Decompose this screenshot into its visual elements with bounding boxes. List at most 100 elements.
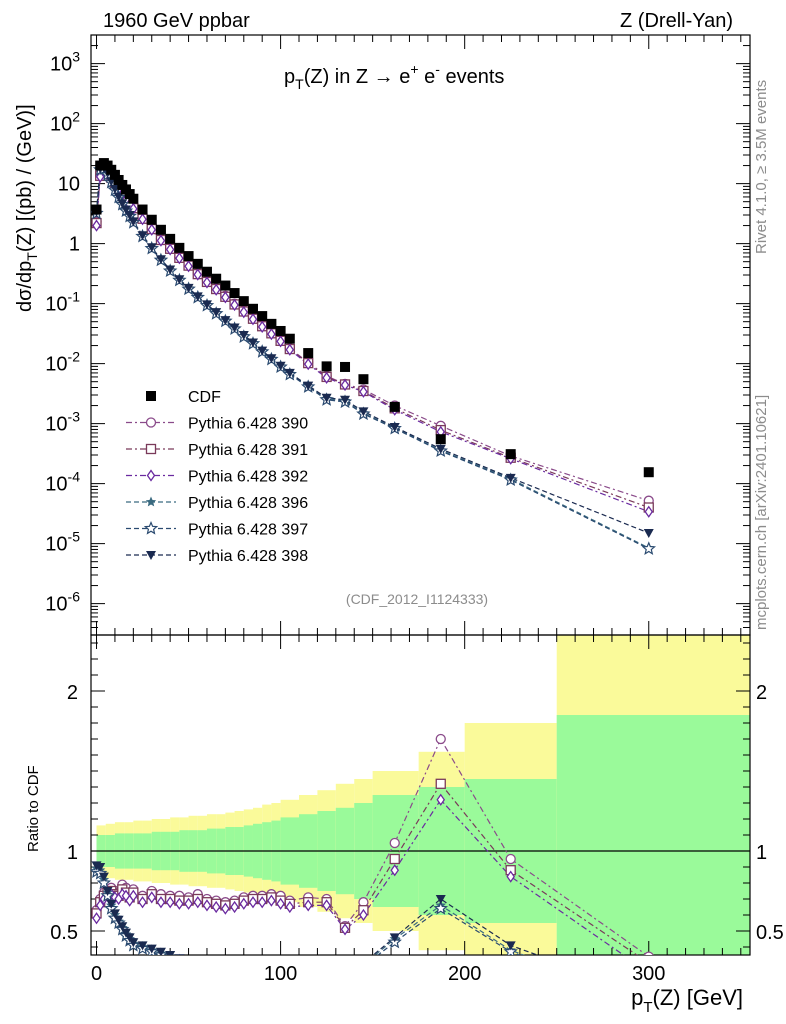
- ratio-point-p398: [435, 895, 446, 904]
- legend-label: Pythia 6.428 396: [188, 495, 308, 512]
- main-y-tick-label: 10-1: [45, 289, 80, 316]
- main-point-p398: [643, 529, 654, 539]
- main-point-p398: [117, 199, 128, 209]
- x-tick-labels: 0 100 200 300: [91, 963, 665, 985]
- legend-marker-p396: [145, 496, 157, 507]
- ratio-point-p396: [358, 959, 369, 969]
- main-point-CDF: [146, 214, 157, 225]
- ratio-point-p397: [238, 963, 249, 974]
- main-plot-series: [91, 158, 657, 555]
- main-point-p398: [284, 368, 295, 378]
- ratio-point-p392: [202, 899, 212, 912]
- x-tick-label: 200: [448, 963, 481, 985]
- ratio-point-p398: [124, 933, 135, 943]
- main-point-CDF: [435, 434, 446, 445]
- main-point-CDF: [321, 361, 332, 372]
- mcplots-credit-text: mcplots.cern.ch [arXiv:2401.10621]: [753, 395, 770, 630]
- main-point-CDF: [389, 401, 400, 412]
- main-point-CDF: [155, 224, 166, 235]
- main-point-CDF: [229, 288, 240, 299]
- ratio-point-p391: [389, 853, 400, 865]
- ratio-point-p392: [211, 900, 221, 914]
- main-point-p392: [267, 328, 276, 341]
- ratio-point-p396: [183, 956, 194, 966]
- ratio-point-p392: [303, 899, 313, 912]
- ratio-point-p397: [192, 959, 203, 970]
- legend-marker-p391: [145, 443, 157, 455]
- main-point-p392: [156, 234, 166, 247]
- main-point-CDF: [358, 374, 369, 385]
- main-point-CDF: [201, 266, 212, 277]
- ratio-point-p392: [92, 912, 101, 925]
- ratio-plot-series: [91, 733, 654, 974]
- ratio-point-p392: [165, 896, 175, 909]
- header-process: Z (Drell-Yan): [620, 10, 733, 32]
- ratio-point-p392: [276, 897, 285, 910]
- main-point-CDF: [238, 296, 249, 307]
- ratio-y-tick-label-right: 2: [756, 682, 767, 704]
- ratio-point-p397: [229, 962, 240, 973]
- main-point-p398: [113, 192, 124, 202]
- ratio-y-tick-label-right: 1: [756, 842, 767, 864]
- main-y-tick-label: 103: [50, 49, 80, 76]
- main-point-CDF: [247, 303, 258, 314]
- ratio-point-p392: [285, 900, 295, 914]
- ratio-point-p398: [184, 956, 194, 965]
- ratio-point-p392: [95, 899, 105, 912]
- ratio-point-p392: [248, 896, 258, 909]
- analysis-id-watermark: (CDF_2012_I1124333): [346, 591, 488, 607]
- legend-label: Pythia 6.428 391: [188, 442, 308, 459]
- ratio-point-p392: [257, 896, 267, 909]
- main-point-p398: [155, 255, 166, 265]
- main-point-CDF: [211, 273, 222, 284]
- ratio-point-p397: [220, 962, 231, 973]
- main-point-p398: [124, 211, 135, 220]
- main-point-p398: [358, 407, 369, 417]
- ratio-point-p397: [247, 963, 258, 974]
- ratio-y-tick-label-left: 0.5: [50, 922, 78, 944]
- main-point-p398: [183, 283, 194, 293]
- main-point-CDF: [174, 242, 185, 253]
- main-point-p398: [247, 338, 258, 348]
- x-tick-label: 0: [91, 963, 102, 985]
- main-point-p398: [340, 395, 351, 405]
- main-point-p392: [202, 276, 212, 289]
- legend-marker-p390: [145, 417, 157, 428]
- main-point-p398: [229, 323, 240, 333]
- ratio-point-p390: [643, 951, 654, 955]
- ratio-point-p398: [202, 959, 212, 968]
- ratio-point-p398: [155, 947, 166, 955]
- main-point-p392: [285, 343, 295, 356]
- main-point-p392: [165, 243, 175, 256]
- ratio-point-p392: [230, 900, 239, 914]
- ratio-y-tick-label-right: 0.5: [756, 922, 784, 944]
- main-point-p392: [230, 298, 239, 312]
- main-point-CDF: [183, 251, 194, 262]
- ratio-point-p398: [239, 962, 249, 971]
- ratio-point-p398: [220, 961, 230, 970]
- main-point-p392: [175, 252, 184, 265]
- main-y-tick-label: 10: [58, 174, 80, 196]
- legend: CDF Pythia 6.428 390 Pythia 6.428 391 Pythi…: [126, 389, 308, 565]
- legend-label: Pythia 6.428 390: [188, 416, 308, 433]
- main-point-p392: [644, 505, 654, 518]
- main-line-p397: [95, 168, 650, 550]
- main-y-tick-labels: 10-6 10-5 10-4 10-3 10-2 10-1 1 10 102 103: [45, 49, 80, 616]
- ratio-point-p398: [248, 962, 258, 971]
- main-point-p398: [211, 308, 222, 318]
- ratio-point-p396: [202, 959, 213, 969]
- ratio-point-p392: [138, 896, 147, 909]
- ratio-point-p398: [165, 951, 176, 955]
- ratio-point-p398: [137, 941, 148, 951]
- main-line-p390: [95, 168, 649, 502]
- main-point-CDF: [109, 169, 120, 180]
- ratio-point-p392: [390, 864, 400, 877]
- ratio-point-p392: [193, 896, 203, 909]
- ratio-y-tick-label-left: 2: [67, 682, 78, 704]
- main-y-axis-label: dσ/dpT(Z) [(pb) / (GeV)]: [14, 104, 40, 312]
- main-point-p398: [192, 292, 203, 302]
- ratio-point-p398: [358, 959, 368, 968]
- ratio-point-p398: [146, 944, 157, 954]
- main-point-p398: [146, 243, 157, 253]
